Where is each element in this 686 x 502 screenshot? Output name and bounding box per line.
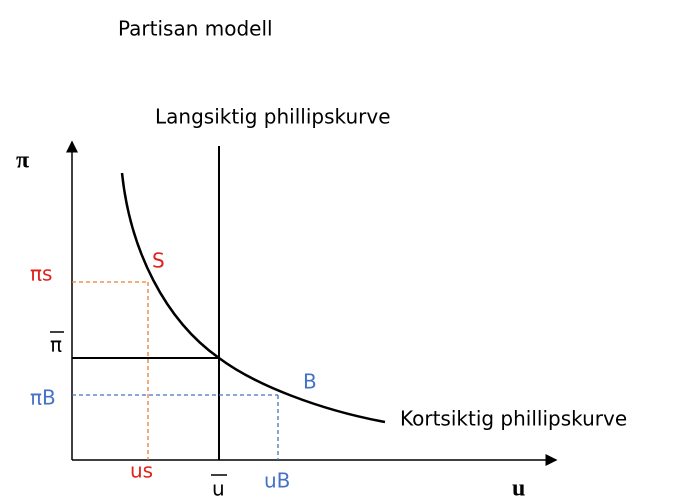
long-run-label: Langsiktig phillipskurve — [155, 105, 391, 129]
x-tick-label: u — [212, 477, 225, 501]
y-axis-label: π — [16, 148, 29, 174]
b-guides — [72, 394, 279, 460]
s-guides — [72, 281, 149, 460]
x-axis-label: u — [512, 476, 525, 502]
short-run-curve — [120, 172, 386, 424]
x-tick-label: uB — [264, 469, 290, 493]
x-tick-label: us — [130, 459, 153, 483]
title: Partisan modell — [118, 17, 273, 41]
y-tick-label: πs — [30, 262, 52, 286]
short-run-label: Kortsiktig phillipskurve — [400, 407, 627, 431]
point-s: S — [152, 249, 165, 273]
y-tick-label: πB — [30, 386, 56, 410]
point-b: B — [303, 370, 317, 394]
y-tick-label: π — [50, 333, 62, 357]
